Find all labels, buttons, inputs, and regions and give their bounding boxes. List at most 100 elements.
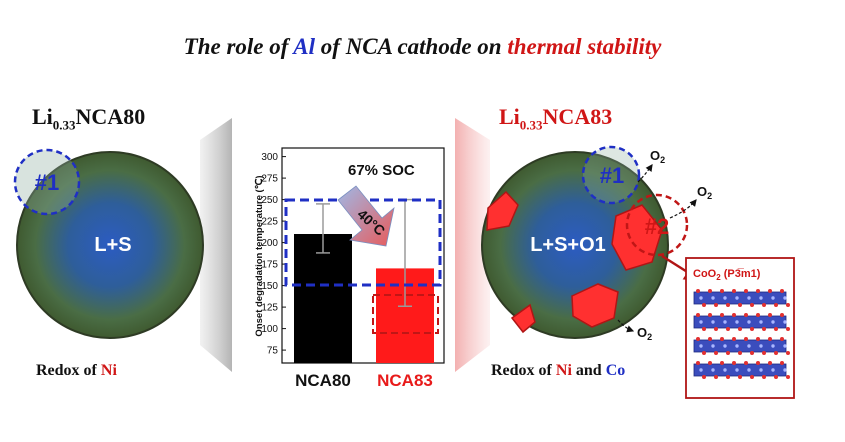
cobalt-atom bbox=[699, 344, 703, 348]
oxygen-atom bbox=[768, 289, 772, 293]
cobalt-atom bbox=[699, 320, 703, 324]
cobalt-atom bbox=[747, 296, 751, 300]
oxygen-atom bbox=[726, 327, 730, 331]
cobalt-atom bbox=[747, 320, 751, 324]
cobalt-atom bbox=[711, 296, 715, 300]
category-label: NCA83 bbox=[377, 371, 433, 390]
oxygen-atom bbox=[786, 351, 790, 355]
bar-nca80 bbox=[294, 234, 352, 363]
oxygen-atom bbox=[726, 303, 730, 307]
oxygen-atom bbox=[720, 361, 724, 365]
cobalt-atom bbox=[723, 296, 727, 300]
right-zoom-funnel bbox=[455, 118, 490, 372]
oxygen-atom bbox=[762, 327, 766, 331]
oxygen-atom bbox=[768, 313, 772, 317]
oxygen-atom bbox=[738, 327, 742, 331]
y-tick-label: 75 bbox=[267, 346, 279, 357]
y-tick-label: 225 bbox=[261, 217, 278, 228]
y-tick-label: 300 bbox=[261, 152, 278, 163]
cobalt-atom bbox=[771, 296, 775, 300]
oxygen-atom bbox=[720, 337, 724, 341]
left-site-marker: #1 bbox=[35, 170, 59, 195]
cobalt-atom bbox=[759, 368, 763, 372]
oxygen-atom bbox=[750, 303, 754, 307]
oxygen-atom bbox=[780, 337, 784, 341]
cobalt-atom bbox=[711, 320, 715, 324]
cobalt-atom bbox=[699, 296, 703, 300]
y-tick-label: 275 bbox=[261, 174, 278, 185]
o1-domain bbox=[486, 190, 519, 231]
oxygen-atom bbox=[756, 313, 760, 317]
right-sample-label: Li0.33NCA83 bbox=[499, 104, 613, 133]
oxygen-atom bbox=[714, 303, 718, 307]
oxygen-label: O2 bbox=[650, 148, 665, 165]
oxygen-atom bbox=[708, 361, 712, 365]
y-tick-label: 200 bbox=[261, 238, 278, 249]
cobalt-atom bbox=[711, 344, 715, 348]
cobalt-atom bbox=[747, 344, 751, 348]
oxygen-atom bbox=[774, 375, 778, 379]
figure-title: The role of Al of NCA cathode on thermal… bbox=[183, 34, 662, 59]
left-redox-caption: Redox of Ni bbox=[36, 362, 117, 379]
oxygen-atom bbox=[780, 313, 784, 317]
category-label: NCA80 bbox=[295, 371, 351, 390]
cobalt-atom bbox=[759, 344, 763, 348]
oxygen-atom bbox=[738, 375, 742, 379]
oxygen-atom bbox=[750, 375, 754, 379]
o1-domain bbox=[510, 303, 536, 334]
oxygen-atom bbox=[750, 351, 754, 355]
cobalt-atom bbox=[723, 320, 727, 324]
oxygen-atom bbox=[702, 303, 706, 307]
right-redox-caption: Redox of Ni and Co bbox=[491, 362, 626, 379]
oxygen-atom bbox=[744, 337, 748, 341]
oxygen-atom bbox=[774, 303, 778, 307]
oxygen-atom bbox=[780, 361, 784, 365]
left-phase-label: L+S bbox=[94, 234, 131, 256]
oxygen-atom bbox=[756, 337, 760, 341]
left-sample-label: Li0.33NCA80 bbox=[32, 104, 146, 133]
oxygen-atom bbox=[738, 351, 742, 355]
oxygen-atom bbox=[714, 351, 718, 355]
cobalt-atom bbox=[783, 344, 787, 348]
left-particle bbox=[13, 148, 204, 339]
oxygen-atom bbox=[762, 351, 766, 355]
oxygen-label: O2 bbox=[697, 184, 712, 201]
oxygen-atom bbox=[708, 313, 712, 317]
oxygen-atom bbox=[714, 375, 718, 379]
oxygen-atom bbox=[732, 361, 736, 365]
right-site-marker-2: #2 bbox=[645, 214, 669, 239]
oxygen-atom bbox=[726, 351, 730, 355]
cobalt-atom bbox=[735, 320, 739, 324]
oxygen-atom bbox=[726, 375, 730, 379]
oxygen-atom bbox=[744, 289, 748, 293]
oxygen-atom bbox=[696, 361, 700, 365]
oxygen-atom bbox=[786, 303, 790, 307]
oxygen-atom bbox=[696, 289, 700, 293]
oxygen-atom bbox=[780, 289, 784, 293]
cobalt-atom bbox=[747, 368, 751, 372]
oxygen-atom bbox=[720, 289, 724, 293]
cobalt-atom bbox=[783, 296, 787, 300]
oxygen-atom bbox=[762, 303, 766, 307]
oxygen-atom bbox=[762, 375, 766, 379]
oxygen-atom bbox=[702, 351, 706, 355]
cobalt-atom bbox=[783, 320, 787, 324]
right-particle bbox=[481, 145, 689, 339]
cobalt-atom bbox=[711, 368, 715, 372]
oxygen-atom bbox=[702, 375, 706, 379]
oxygen-atom bbox=[786, 327, 790, 331]
oxygen-atom bbox=[744, 361, 748, 365]
cobalt-atom bbox=[771, 344, 775, 348]
cobalt-atom bbox=[783, 368, 787, 372]
oxygen-atom bbox=[786, 375, 790, 379]
cobalt-atom bbox=[771, 320, 775, 324]
oxygen-atom bbox=[774, 327, 778, 331]
cobalt-atom bbox=[699, 368, 703, 372]
left-zoom-funnel bbox=[200, 118, 232, 372]
y-tick-label: 175 bbox=[261, 260, 278, 271]
oxygen-atom bbox=[768, 337, 772, 341]
shift-arrow bbox=[337, 185, 395, 247]
coo2-structure-box bbox=[685, 257, 795, 399]
